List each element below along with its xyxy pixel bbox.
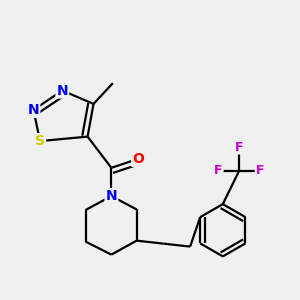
Text: F: F bbox=[235, 140, 243, 154]
Text: N: N bbox=[28, 103, 39, 117]
Text: N: N bbox=[56, 84, 68, 98]
Text: O: O bbox=[132, 152, 144, 166]
Text: S: S bbox=[35, 134, 45, 148]
Text: N: N bbox=[106, 189, 117, 203]
Text: F: F bbox=[256, 164, 264, 177]
Text: F: F bbox=[214, 164, 223, 177]
